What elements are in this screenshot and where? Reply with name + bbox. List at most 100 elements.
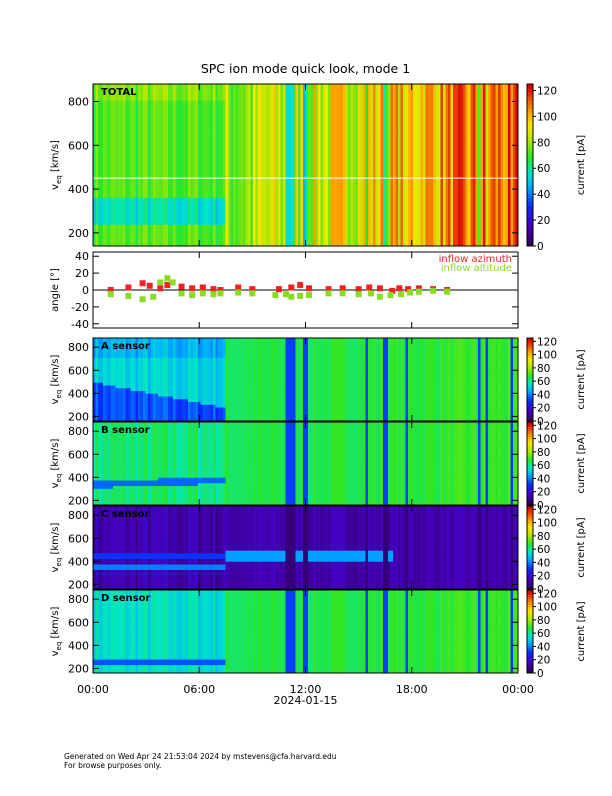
heatmap-cell <box>101 235 104 241</box>
heatmap-cell <box>113 214 116 220</box>
heatmap-cell <box>133 208 136 214</box>
heatmap-cell <box>173 154 176 160</box>
heatmap-cell <box>178 116 181 122</box>
heatmap-cell <box>116 176 119 182</box>
heatmap-cell <box>131 219 134 225</box>
heatmap-cell <box>151 214 154 220</box>
heatmap-cell <box>111 219 114 225</box>
heatmap-cell <box>178 170 181 176</box>
heatmap-cell <box>158 100 161 106</box>
heatmap-cell <box>186 95 189 101</box>
heatmap-cell <box>168 203 171 209</box>
heatmap-cell <box>108 192 111 198</box>
heatmap-cell <box>133 219 136 225</box>
heatmap-cell <box>111 235 114 241</box>
heatmap-cell <box>113 160 116 166</box>
heatmap-cell <box>181 154 184 160</box>
heatmap-cell <box>111 203 114 209</box>
heatmap-cell <box>173 170 176 176</box>
heatmap-cell <box>196 149 199 155</box>
heatmap-cell <box>98 138 101 144</box>
heatmap-cell <box>131 138 134 144</box>
heatmap-cell <box>113 197 116 203</box>
heatmap-cell <box>138 111 141 117</box>
heatmap-cell <box>178 89 181 95</box>
heatmap-cell <box>188 203 191 209</box>
heatmap-cell <box>141 111 144 117</box>
heatmap-cell <box>173 111 176 117</box>
heatmap-cell <box>166 219 169 225</box>
heatmap-cell <box>146 230 149 236</box>
heatmap-cell <box>188 181 191 187</box>
heatmap-cell <box>143 181 146 187</box>
heatmap-cell <box>143 219 146 225</box>
heatmap-cell <box>196 100 199 106</box>
heatmap-cell <box>153 176 156 182</box>
heatmap-cell <box>163 187 166 193</box>
heatmap-cell <box>193 149 196 155</box>
heatmap-cell <box>123 224 126 230</box>
heatmap-cell <box>158 106 161 112</box>
heatmap-cell <box>123 187 126 193</box>
heatmap-cell <box>171 143 174 149</box>
heatmap-cell <box>96 208 99 214</box>
heatmap-cell <box>161 219 164 225</box>
heatmap-cell <box>133 100 136 106</box>
heatmap-cell <box>163 170 166 176</box>
heatmap-cell <box>116 192 119 198</box>
heatmap-cell <box>173 138 176 144</box>
heatmap-cell <box>138 84 141 90</box>
heatmap-cell <box>126 133 129 139</box>
heatmap-cell <box>186 235 189 241</box>
heatmap-cell <box>136 176 139 182</box>
heatmap-cell <box>196 143 199 149</box>
heatmap-cell <box>128 214 131 220</box>
heatmap-cell <box>128 230 131 236</box>
heatmap-cell <box>141 235 144 241</box>
heatmap-cell <box>128 138 131 144</box>
heatmap-cell <box>168 165 171 171</box>
heatmap-cell <box>121 235 124 241</box>
heatmap-cell <box>131 154 134 160</box>
heatmap-cell <box>178 122 181 128</box>
heatmap-cell <box>186 89 189 95</box>
heatmap-cell <box>153 235 156 241</box>
heatmap-cell <box>113 224 116 230</box>
heatmap-cell <box>153 208 156 214</box>
heatmap-cell <box>111 192 114 198</box>
heatmap-cell <box>183 176 186 182</box>
heatmap-cell <box>156 230 159 236</box>
heatmap-cell <box>98 181 101 187</box>
heatmap-cell <box>103 187 106 193</box>
heatmap-cell <box>123 176 126 182</box>
heatmap-cell <box>168 106 171 112</box>
heatmap-cell <box>133 160 136 166</box>
heatmap-cell <box>186 84 189 90</box>
heatmap-cell <box>183 95 186 101</box>
heatmap-cell <box>156 219 159 225</box>
heatmap-cell <box>143 208 146 214</box>
heatmap-cell <box>116 100 119 106</box>
heatmap-cell <box>181 197 184 203</box>
heatmap-cell <box>138 106 141 112</box>
heatmap-cell <box>143 154 146 160</box>
heatmap-cell <box>96 106 99 112</box>
heatmap-cell <box>131 208 134 214</box>
heatmap-cell <box>103 219 106 225</box>
heatmap-cell <box>138 192 141 198</box>
heatmap-cell <box>168 214 171 220</box>
heatmap-cell <box>148 176 151 182</box>
heatmap-cell <box>103 170 106 176</box>
heatmap-cell <box>116 111 119 117</box>
heatmap-cell <box>186 100 189 106</box>
heatmap-cell <box>121 203 124 209</box>
heatmap-cell <box>98 143 101 149</box>
heatmap-cell <box>163 197 166 203</box>
heatmap-cell <box>193 181 196 187</box>
heatmap-cell <box>188 208 191 214</box>
heatmap-cell <box>146 143 149 149</box>
heatmap-cell <box>126 170 129 176</box>
heatmap-cell <box>131 170 134 176</box>
heatmap-cell <box>173 197 176 203</box>
heatmap-cell <box>193 143 196 149</box>
